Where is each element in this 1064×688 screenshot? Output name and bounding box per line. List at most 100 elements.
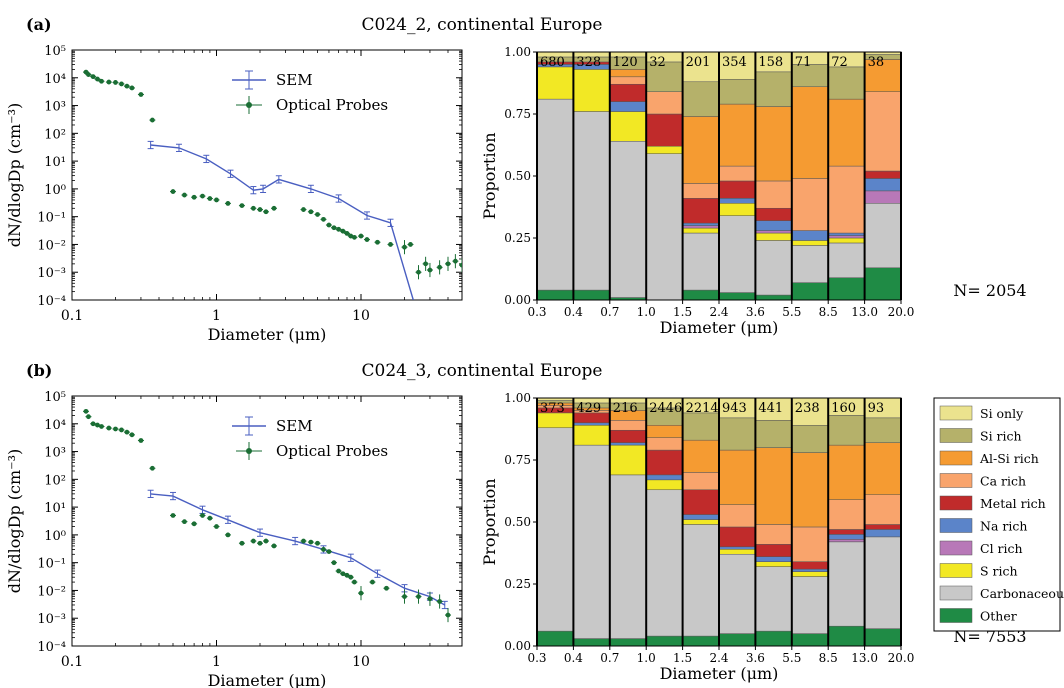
legend-swatch-ca-rich (939, 473, 973, 488)
bar-segment-carbonaceous-a (864, 203, 902, 269)
optical-point-b (225, 532, 231, 538)
optical-point-a (445, 261, 451, 267)
bar-segment-carbonaceous-a (609, 141, 647, 298)
bar-segment-ca-rich-a (645, 91, 683, 115)
optical-point-b (331, 560, 337, 566)
optical-point-b (358, 590, 364, 596)
composition-plot-a: 680 328 120 32 201 354 158 71 72 38 0.00 0.25 0.50 0.… (480, 45, 914, 337)
bar-segment-na-rich-a (718, 198, 756, 204)
optical-point-a (416, 269, 421, 275)
bar-x-tick-label-b: 5.5 (782, 651, 801, 665)
bar-segment-si-rich-b (755, 420, 793, 448)
optical-point-b (437, 599, 443, 604)
bar-segment-ca-rich-b (718, 504, 756, 528)
legend-swatch-si-rich (939, 428, 973, 443)
bar-segment-s-rich-a (755, 232, 793, 241)
bar-y-axis-label-a: Proportion (480, 132, 499, 219)
y-tick-label-b: 10⁴ (44, 418, 66, 433)
bar-x-tick-label-a: 5.5 (782, 305, 801, 319)
bar-segment-carbonaceous-b (718, 553, 756, 634)
bin-count-label-b: 2446 (649, 401, 682, 416)
bar-x-tick-label-b: 13.0 (851, 651, 878, 665)
bar-y-tick-label-a: 0.00 (504, 293, 531, 307)
bar-x-axis-label-b: Diameter (μm) (660, 664, 779, 683)
bar-segment-s-rich-a (718, 203, 756, 216)
bar-x-tick-label-b: 0.4 (564, 651, 583, 665)
bar-segment-na-rich-b (791, 568, 829, 572)
plot-frame-b (71, 395, 463, 647)
optical-point-a (263, 209, 269, 215)
legend-swatch-carbonaceous (939, 585, 973, 601)
x-axis-label-b: Diameter (μm) (208, 671, 327, 688)
bin-count-label-b: 943 (722, 401, 747, 416)
bar-segment-cl-rich-a (755, 230, 793, 234)
optical-point-a (90, 74, 96, 80)
y-tick-label-a: 10⁵ (44, 44, 66, 59)
optical-point-a (427, 267, 433, 273)
optical-point-a (214, 197, 219, 203)
optical-point-b (308, 539, 314, 545)
optical-point-b (90, 421, 96, 427)
optical-point-a (225, 201, 231, 206)
optical-point-a (364, 237, 370, 242)
legend-optical-label-a: Optical Probes (276, 96, 388, 114)
optical-point-a (239, 203, 245, 209)
bar-x-tick-label-a: 0.4 (564, 305, 583, 319)
bar-segment-other-b (791, 633, 829, 647)
bar-segment-na-rich-b (755, 556, 793, 562)
bar-segment-na-rich-a (755, 220, 793, 231)
bar-segment-carbonaceous-a (645, 153, 683, 301)
optical-point-a (207, 196, 213, 201)
bin-count-label-b: 429 (576, 401, 601, 416)
bin-count-label-a: 354 (722, 55, 747, 70)
optical-point-b (207, 515, 213, 521)
bar-segment-ca-rich-a (755, 180, 793, 209)
y-tick-label-a: 10⁻³ (37, 266, 66, 281)
bar-segment-other-b (827, 625, 865, 647)
bar-x-tick-label-b: 2.4 (709, 651, 728, 665)
optical-point-a (340, 228, 346, 234)
bar-segment-al-si-rich-b (791, 452, 829, 528)
bar-y-tick-label-a: 0.50 (504, 169, 531, 183)
optical-point-b (445, 612, 451, 618)
optical-point-a (106, 79, 112, 85)
bar-segment-na-rich-a (864, 178, 902, 192)
optical-point-b (250, 538, 256, 544)
bar-segment-cl-rich-a (827, 235, 865, 239)
bar-segment-metal-rich-b (718, 526, 756, 548)
optical-point-b (301, 538, 306, 544)
bar-segment-s-rich-b (645, 479, 683, 491)
bar-segment-other-a (718, 292, 756, 301)
optical-point-a (308, 209, 314, 215)
y-tick-label-b: 10⁰ (44, 529, 66, 544)
legend-label-al-si-rich: Al-Si rich (979, 451, 1039, 466)
x-tick-label-a: 1 (212, 308, 221, 324)
legend-sem-label-a: SEM (276, 71, 313, 89)
optical-point-a (250, 205, 256, 211)
optical-point-b (336, 568, 342, 574)
composition-plot-b: 373 429 216 2446 2214 943 441 238 160 93 0.00 0.25 0… (480, 391, 914, 683)
bar-segment-carbonaceous-a (536, 98, 574, 291)
x-axis-label-a: Diameter (μm) (208, 325, 327, 344)
bar-segment-ca-rich-a (609, 76, 647, 85)
bar-segment-ca-rich-b (864, 494, 902, 525)
n-label-b: N= 7553 (953, 627, 1026, 646)
bar-x-tick-label-a: 0.3 (527, 305, 546, 319)
bar-segment-ca-rich-b (609, 420, 647, 431)
optical-point-a (437, 264, 443, 270)
sem-series-line-a (150, 144, 414, 300)
bar-segment-metal-rich-b (755, 544, 793, 557)
bar-x-tick-label-b: 20.0 (888, 651, 915, 665)
bar-segment-metal-rich-a (609, 83, 647, 102)
bar-segment-ca-rich-a (827, 165, 865, 234)
y-tick-label-a: 10⁴ (44, 72, 66, 87)
optical-point-a (257, 207, 263, 212)
bar-x-tick-label-a: 8.5 (819, 305, 838, 319)
legend-label-s-rich: S rich (980, 564, 1018, 579)
plot-area-b (83, 408, 451, 623)
optical-point-b (239, 540, 245, 546)
bar-segment-carbonaceous-b (827, 541, 865, 627)
optical-point-b (129, 432, 135, 438)
optical-point-a (375, 239, 380, 245)
